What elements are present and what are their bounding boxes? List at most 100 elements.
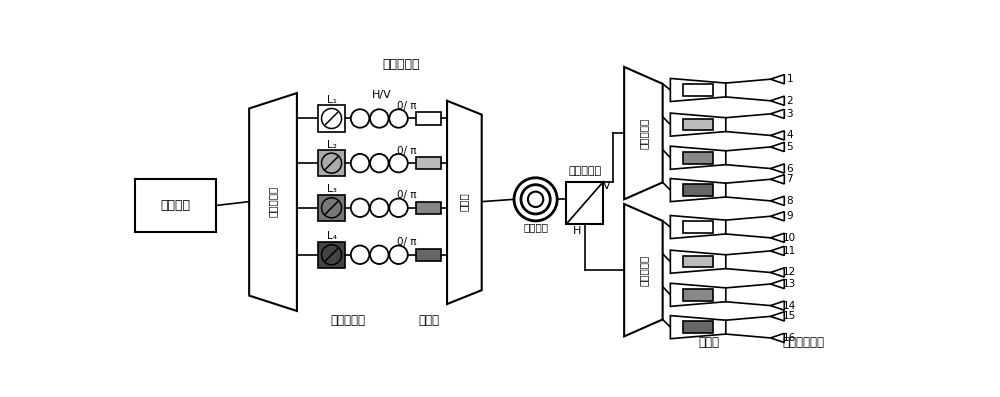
Polygon shape	[770, 131, 784, 140]
Text: 4: 4	[786, 131, 793, 141]
Bar	[318, 105, 345, 131]
Text: 偏振控制器: 偏振控制器	[382, 58, 420, 71]
Bar	[683, 221, 713, 233]
Polygon shape	[670, 113, 726, 136]
Circle shape	[370, 245, 389, 264]
Polygon shape	[770, 143, 784, 152]
Bar	[416, 249, 441, 261]
Polygon shape	[770, 96, 784, 105]
Text: 单光子探测器: 单光子探测器	[783, 336, 825, 349]
Polygon shape	[770, 196, 784, 206]
Text: 单模光纤: 单模光纤	[523, 222, 548, 232]
Bar	[683, 152, 713, 164]
Text: 11: 11	[783, 246, 796, 256]
Bar	[318, 150, 345, 176]
Text: 2: 2	[786, 96, 793, 106]
Polygon shape	[770, 164, 784, 173]
Text: L₃: L₃	[327, 184, 336, 194]
Polygon shape	[670, 79, 726, 102]
Text: V: V	[603, 181, 611, 191]
Polygon shape	[770, 109, 784, 118]
Polygon shape	[770, 233, 784, 243]
Text: H: H	[573, 226, 581, 236]
Text: 16: 16	[783, 333, 796, 343]
Text: 波分复用器: 波分复用器	[268, 186, 278, 217]
Polygon shape	[770, 75, 784, 84]
Circle shape	[514, 178, 557, 221]
Polygon shape	[670, 179, 726, 202]
Text: 0/ π: 0/ π	[397, 101, 417, 111]
Text: 9: 9	[786, 211, 793, 221]
Polygon shape	[770, 279, 784, 289]
Polygon shape	[670, 316, 726, 339]
Polygon shape	[670, 283, 726, 306]
Polygon shape	[770, 246, 784, 256]
Text: 10: 10	[783, 233, 796, 243]
Circle shape	[389, 109, 408, 128]
Text: 15: 15	[783, 311, 796, 321]
Text: 7: 7	[786, 174, 793, 184]
Text: 合束器: 合束器	[459, 192, 469, 211]
Text: 波分复用器: 波分复用器	[638, 118, 648, 149]
Polygon shape	[670, 216, 726, 239]
Circle shape	[370, 109, 389, 128]
Polygon shape	[770, 312, 784, 321]
Polygon shape	[670, 250, 726, 273]
Text: 0/ π: 0/ π	[397, 146, 417, 156]
Text: 宿谱光源: 宿谱光源	[161, 199, 191, 212]
Circle shape	[351, 109, 369, 128]
Polygon shape	[770, 175, 784, 184]
Circle shape	[389, 198, 408, 217]
Circle shape	[351, 154, 369, 172]
Bar	[683, 322, 713, 333]
Text: 波分复用器: 波分复用器	[638, 254, 648, 286]
Text: L₄: L₄	[327, 231, 337, 241]
Text: 5: 5	[786, 142, 793, 152]
Polygon shape	[249, 93, 297, 311]
Text: 可调衰减器: 可调衰减器	[330, 314, 365, 328]
Text: 6: 6	[786, 164, 793, 173]
Text: H/V: H/V	[372, 91, 391, 100]
Circle shape	[528, 192, 543, 207]
Bar	[683, 119, 713, 131]
Bar	[566, 181, 603, 224]
Circle shape	[370, 198, 389, 217]
Bar	[683, 184, 713, 196]
Bar	[135, 179, 216, 232]
Polygon shape	[770, 333, 784, 343]
Text: 14: 14	[783, 301, 796, 310]
Bar	[683, 84, 713, 96]
Bar	[318, 195, 345, 221]
Text: 偏振分束器: 偏振分束器	[568, 166, 601, 176]
Polygon shape	[447, 101, 482, 304]
Polygon shape	[624, 204, 663, 336]
Polygon shape	[770, 212, 784, 221]
Bar	[683, 289, 713, 301]
Circle shape	[389, 245, 408, 264]
Polygon shape	[770, 301, 784, 310]
Text: 移相器: 移相器	[419, 314, 440, 328]
Polygon shape	[670, 146, 726, 169]
Text: 0/ π: 0/ π	[397, 191, 417, 200]
Circle shape	[351, 198, 369, 217]
Circle shape	[389, 154, 408, 172]
Bar	[683, 256, 713, 268]
Text: 13: 13	[783, 279, 796, 289]
Bar	[416, 202, 441, 214]
Text: 12: 12	[783, 268, 796, 278]
Polygon shape	[624, 67, 663, 199]
Polygon shape	[770, 268, 784, 277]
Text: L₁: L₁	[327, 95, 337, 105]
Text: L₂: L₂	[327, 140, 336, 150]
Bar	[416, 112, 441, 125]
Circle shape	[521, 185, 550, 214]
Bar	[416, 157, 441, 169]
Text: 3: 3	[786, 109, 793, 119]
Text: 1: 1	[786, 74, 793, 84]
Bar	[318, 242, 345, 268]
Circle shape	[370, 154, 389, 172]
Text: 0/ π: 0/ π	[397, 237, 417, 247]
Text: 8: 8	[786, 196, 793, 206]
Text: 干涉仪: 干涉仪	[698, 336, 719, 349]
Circle shape	[351, 245, 369, 264]
